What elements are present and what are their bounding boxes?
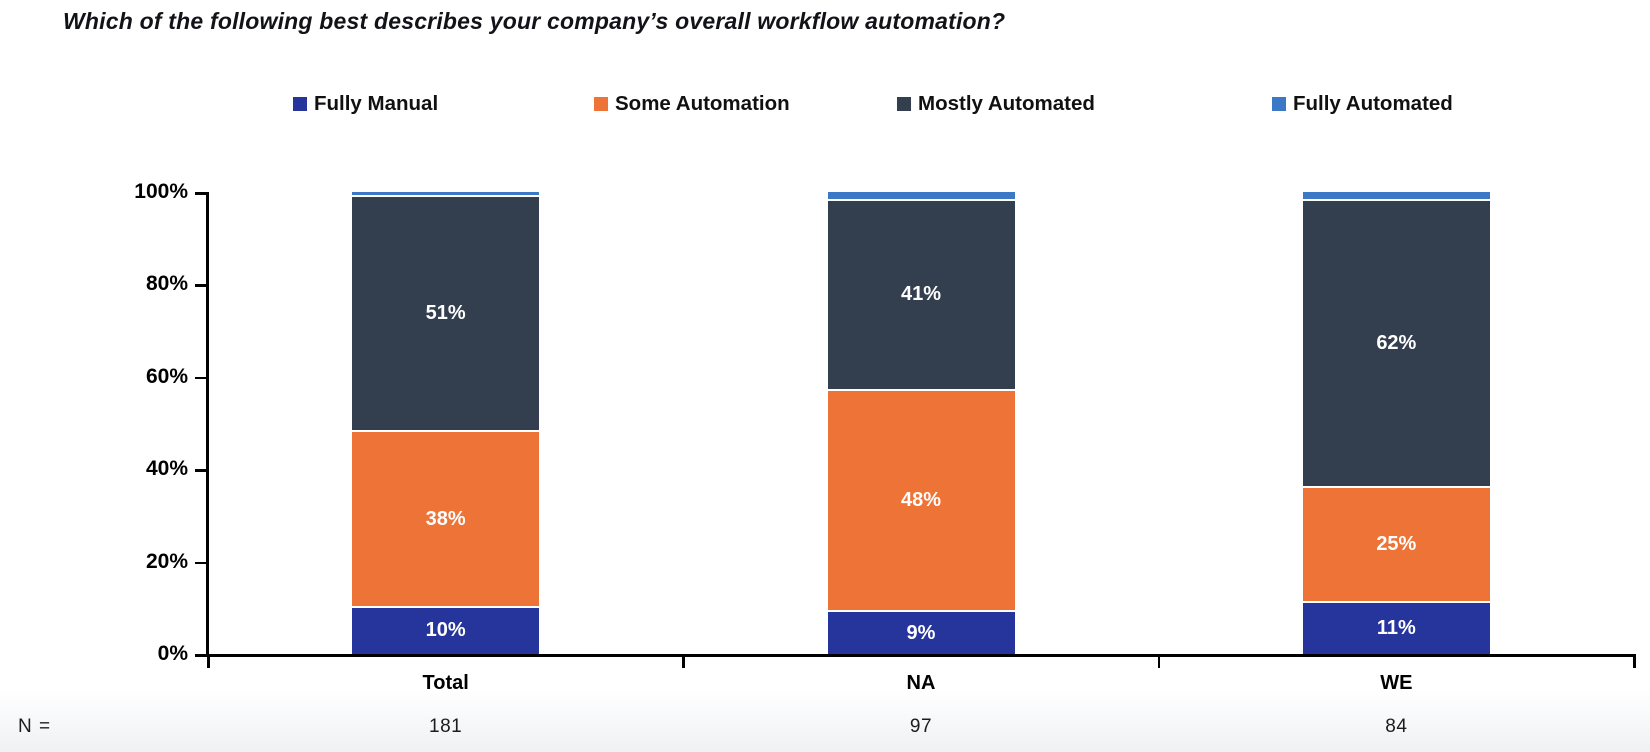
y-axis-tick-label: 20% xyxy=(145,549,188,573)
segment-value-label: 38% xyxy=(425,507,466,530)
segment-value-label: 41% xyxy=(900,283,942,306)
segment-value-label: 62% xyxy=(1376,331,1417,354)
bar-segment-mostly-automated: 62% xyxy=(1302,201,1490,488)
stacked-bar-total: 10% 38% 51% xyxy=(352,192,540,654)
bar-segment-mostly-automated: 51% xyxy=(352,196,540,433)
legend-label: Fully Manual xyxy=(314,92,439,115)
legend-item-fully-automated: Fully Automated xyxy=(1272,92,1453,116)
y-axis-tick xyxy=(195,469,206,472)
chart-title: Which of the following best describes yo… xyxy=(63,8,1006,34)
segment-value-label: 10% xyxy=(425,619,466,642)
bar-segment-fully-automated xyxy=(827,192,1015,202)
legend-item-mostly-automated: Mostly Automated xyxy=(897,92,1095,116)
bar-segment-some-automation: 48% xyxy=(827,390,1015,613)
stacked-bar-we: 11% 25% 62% xyxy=(1302,192,1490,654)
category-label-we: WE xyxy=(1380,672,1413,694)
y-axis-tick-label: 80% xyxy=(145,272,188,296)
legend-label: Some Automation xyxy=(615,92,790,115)
legend-swatch-icon xyxy=(897,97,911,111)
n-equals-label: N = xyxy=(18,716,52,737)
y-axis-tick xyxy=(195,561,206,565)
y-axis-tick xyxy=(195,376,206,380)
x-axis-tick xyxy=(682,654,685,668)
y-axis-tick-label: 100% xyxy=(134,180,188,203)
y-axis-tick xyxy=(195,192,206,195)
segment-value-label: 25% xyxy=(1376,532,1417,555)
bar-segment-mostly-automated: 41% xyxy=(827,201,1015,391)
bar-segment-fully-automated xyxy=(352,192,540,197)
x-axis-line xyxy=(206,654,1636,657)
n-value-na: 97 xyxy=(909,716,933,737)
y-axis-tick xyxy=(195,654,206,657)
category-label-total: Total xyxy=(422,672,469,694)
segment-value-label: 51% xyxy=(425,301,466,324)
legend-item-fully-manual: Fully Manual xyxy=(293,92,438,116)
n-value-total: 181 xyxy=(429,716,463,737)
y-axis-tick-label: 40% xyxy=(145,457,188,481)
n-value-we: 84 xyxy=(1385,716,1408,737)
legend-item-some-automation: Some Automation xyxy=(594,92,790,116)
legend-swatch-icon xyxy=(293,97,307,111)
x-axis-tick xyxy=(1633,654,1636,668)
y-axis-line xyxy=(206,192,209,657)
y-axis-tick xyxy=(195,284,206,287)
bar-segment-fully-automated xyxy=(1302,192,1490,202)
legend-label: Fully Automated xyxy=(1293,92,1453,115)
legend-swatch-icon xyxy=(594,97,608,111)
legend-label: Mostly Automated xyxy=(918,92,1095,115)
bar-segment-fully-manual: 9% xyxy=(827,612,1015,654)
bar-segment-fully-manual: 11% xyxy=(1302,603,1490,654)
stacked-bar-na: 9% 48% 41% xyxy=(827,192,1015,654)
x-axis-tick xyxy=(207,654,210,668)
segment-value-label: 9% xyxy=(906,621,936,644)
segment-value-label: 11% xyxy=(1376,617,1416,640)
category-label-na: NA xyxy=(906,672,936,694)
segment-value-label: 48% xyxy=(900,489,942,512)
bar-segment-some-automation: 38% xyxy=(352,432,540,608)
y-axis-tick-label: 60% xyxy=(145,364,188,388)
x-axis-tick xyxy=(1157,654,1161,668)
y-axis-tick-label: 0% xyxy=(157,642,188,665)
bottom-shading xyxy=(0,690,1650,752)
legend-swatch-icon xyxy=(1272,97,1286,111)
bar-segment-some-automation: 25% xyxy=(1302,487,1490,604)
bar-segment-fully-manual: 10% xyxy=(352,607,540,654)
